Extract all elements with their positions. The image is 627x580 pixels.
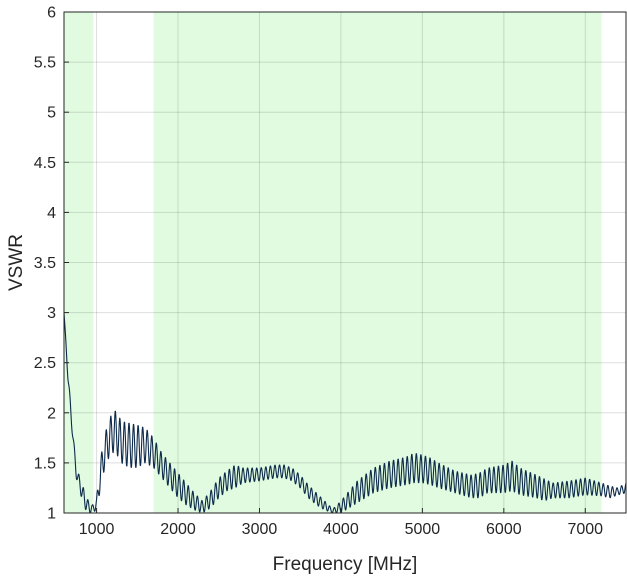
y-tick-label: 5: [47, 105, 56, 122]
y-axis-label: VSWR: [6, 234, 27, 291]
x-tick-label: 6000: [486, 521, 522, 538]
x-axis-label: Frequency [MHz]: [273, 554, 418, 575]
highlight-band-2: [153, 12, 602, 513]
x-tick-label: 4000: [323, 521, 359, 538]
y-tick-label: 4: [47, 205, 56, 222]
x-tick-label: 2000: [160, 521, 196, 538]
x-tick-label: 1000: [79, 521, 115, 538]
y-tick-label: 1.5: [34, 455, 56, 472]
y-axis-ticks: 1 1.5 2 2.5 3 3.5 4 4.5 5 5.5 6: [34, 5, 69, 523]
y-tick-label: 1: [47, 506, 56, 523]
x-tick-label: 5000: [405, 521, 441, 538]
y-tick-label: 6: [47, 5, 56, 22]
y-tick-label: 2.5: [34, 355, 56, 372]
y-tick-label: 3: [47, 305, 56, 322]
x-tick-label: 3000: [242, 521, 278, 538]
vswr-series-line-1: [63, 312, 627, 514]
y-tick-label: 4.5: [34, 155, 56, 172]
y-tick-label: 2: [47, 405, 56, 422]
y-tick-label: 5.5: [34, 55, 56, 72]
x-axis-ticks: 1000 2000 3000 4000 5000 6000 7000: [79, 508, 603, 538]
series-trace: [63, 312, 627, 514]
y-tick-label: 3.5: [34, 255, 56, 272]
x-tick-label: 7000: [567, 521, 603, 538]
highlight-bands: [64, 12, 602, 513]
